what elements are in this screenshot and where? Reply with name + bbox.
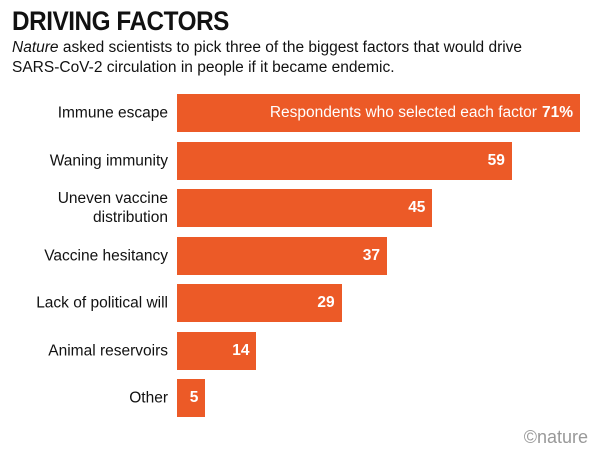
bar — [177, 141, 512, 180]
bar — [177, 189, 433, 227]
value-label: 45 — [408, 199, 426, 216]
value-label-group: Respondents who selected each factor 71% — [270, 104, 573, 122]
category-label: Uneven vaccine distribution — [57, 190, 168, 226]
category-label: Vaccine hesitancy — [44, 247, 168, 264]
value-label: 29 — [317, 294, 335, 311]
subtitle-italic: Nature — [12, 39, 59, 56]
subtitle-text: asked scientists to pick three of the bi… — [12, 39, 523, 76]
category-label: Waning immunity — [49, 152, 168, 169]
value-label: 37 — [362, 246, 381, 264]
value-label-group: 14 — [232, 342, 249, 360]
value-label-group: 29 — [317, 294, 334, 312]
chart-title: DRIVING FACTORS — [12, 6, 229, 36]
bar — [177, 94, 580, 132]
subtitle: Nature asked scientists to pick three of… — [12, 38, 572, 78]
value-label: 14 — [232, 341, 250, 359]
value-label-group: 37 — [363, 247, 380, 265]
value-label-group: 5 — [190, 389, 199, 407]
value-label-group: 45 — [408, 199, 425, 217]
source: ©nature — [523, 427, 588, 447]
category-label: Lack of political will — [36, 294, 168, 312]
category-label: Other — [129, 389, 168, 407]
bar — [177, 284, 342, 322]
bar — [177, 331, 257, 370]
bar — [177, 236, 387, 275]
annotation: Respondents who selected each factor — [269, 104, 537, 121]
category-label: Immune escape — [57, 104, 168, 122]
value-label: 5 — [189, 389, 199, 406]
category-label: Animal reservoirs — [48, 342, 168, 359]
bar — [177, 379, 206, 417]
value-label-group: 59 — [488, 152, 505, 170]
value-label: 71% — [541, 104, 573, 121]
value-label: 59 — [487, 151, 505, 169]
